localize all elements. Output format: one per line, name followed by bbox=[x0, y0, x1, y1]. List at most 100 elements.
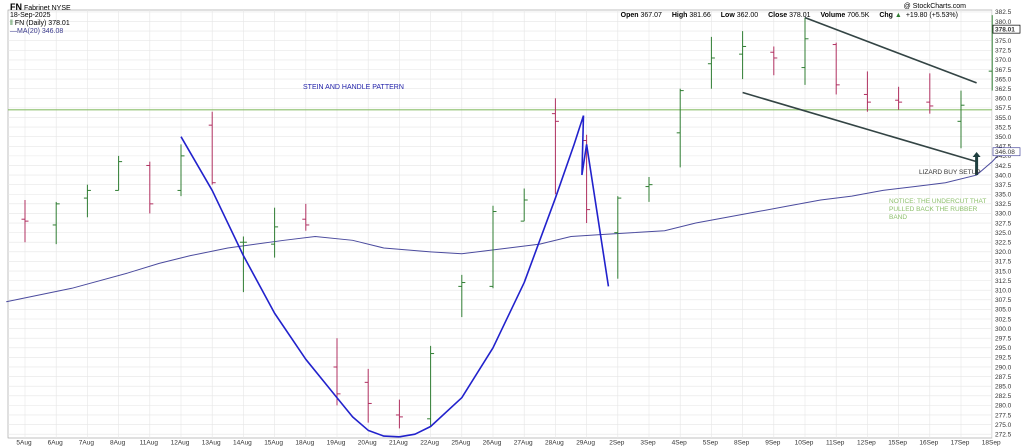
y-tick-label: 327.5 bbox=[995, 220, 1012, 227]
ohlc-bar bbox=[801, 17, 809, 85]
y-tick-label: 275.0 bbox=[995, 422, 1012, 429]
y-tick-label: 367.5 bbox=[995, 67, 1012, 74]
notice-line-2: PULLED BACK THE RUBBER bbox=[889, 206, 978, 213]
y-tick-label: 375.0 bbox=[995, 38, 1012, 45]
y-tick-label: 340.0 bbox=[995, 172, 1012, 179]
chart-grid bbox=[7, 9, 993, 439]
y-tick-label: 320.0 bbox=[995, 249, 1012, 256]
open-label: Open bbox=[620, 12, 639, 19]
y-tick-label: 285.0 bbox=[995, 383, 1012, 390]
series-legend: ‖ FN (Daily) 378.01 bbox=[10, 20, 70, 28]
ohlc-bar bbox=[645, 176, 653, 202]
handle-line bbox=[581, 115, 610, 287]
ohlc-bar bbox=[83, 184, 91, 218]
pattern-drawings bbox=[180, 16, 981, 438]
notice-annotation: NOTICE: THE UNDERCUT THAT PULLED BACK TH… bbox=[889, 198, 986, 222]
chg-arrow-icon: ▲ bbox=[894, 12, 902, 19]
ohlc-bar bbox=[395, 399, 403, 429]
ma20-path bbox=[6, 151, 1002, 303]
plot-frame bbox=[7, 9, 993, 439]
y-tick-label: 295.0 bbox=[995, 345, 1012, 352]
symbol-header: FN Fabrinet NYSE bbox=[10, 3, 71, 13]
last-price-tag bbox=[992, 24, 1021, 34]
x-tick-label: 5Sep bbox=[703, 440, 719, 446]
ohlc-bar bbox=[551, 98, 559, 195]
y-tick-label: 370.0 bbox=[995, 57, 1012, 64]
open-value: 367.07 bbox=[640, 12, 662, 19]
trendline-upper bbox=[804, 16, 977, 84]
x-tick-label: 9Sep bbox=[765, 440, 781, 446]
buy-arrow-icon bbox=[972, 152, 981, 176]
y-tick-label: 322.5 bbox=[995, 240, 1012, 247]
y-tick-label: 355.0 bbox=[995, 115, 1012, 122]
x-tick-label: 10Sep bbox=[795, 440, 814, 446]
volume-label: Volume bbox=[820, 12, 846, 19]
x-tick-label: 16Sep bbox=[919, 440, 938, 446]
volume-value: 706.5K bbox=[847, 12, 870, 19]
trendline-lower bbox=[742, 91, 977, 163]
last-price-label: 378.01 bbox=[995, 27, 1015, 34]
y-tick-label: 365.0 bbox=[995, 76, 1012, 83]
notice-line-3: BAND bbox=[889, 214, 908, 221]
ma-value-label: 346.08 bbox=[995, 149, 1015, 156]
x-tick-label: 17Sep bbox=[951, 440, 970, 446]
ohlc-bar bbox=[895, 86, 903, 110]
ohlc-bar bbox=[614, 196, 622, 279]
x-tick-label: 19Aug bbox=[327, 440, 346, 446]
low-label: Low bbox=[720, 12, 735, 19]
x-tick-label: 12Aug bbox=[171, 440, 190, 446]
y-tick-label: 297.5 bbox=[995, 335, 1012, 342]
chg-label: Chg bbox=[879, 12, 893, 19]
y-tick-label: 352.5 bbox=[995, 124, 1012, 131]
chg-value: +19.80 (+5.53%) bbox=[905, 12, 958, 19]
y-tick-label: 335.0 bbox=[995, 192, 1012, 199]
x-tick-label: 4Sep bbox=[672, 440, 688, 446]
high-label: High bbox=[671, 12, 688, 19]
low-value: 362.00 bbox=[736, 12, 759, 19]
x-tick-label: 6Aug bbox=[48, 440, 64, 446]
x-tick-label: 3Sep bbox=[640, 440, 656, 446]
y-tick-label: 277.5 bbox=[995, 412, 1012, 419]
notice-line-1: NOTICE: THE UNDERCUT THAT bbox=[889, 198, 987, 205]
x-tick-label: 7Aug bbox=[79, 440, 95, 446]
ohlc-bar bbox=[739, 31, 747, 80]
x-tick-label: 25Aug bbox=[451, 440, 470, 446]
x-tick-label: 29Aug bbox=[576, 440, 595, 446]
x-tick-label: 14Aug bbox=[233, 440, 252, 446]
close-label: Close bbox=[768, 12, 788, 19]
x-tick-label: 20Aug bbox=[358, 440, 377, 446]
ohlc-bar bbox=[302, 203, 310, 231]
x-tick-label: 11Aug bbox=[140, 440, 159, 446]
ohlc-bar bbox=[271, 207, 279, 258]
ohlc-bar bbox=[364, 368, 372, 423]
ma-legend-icon: — bbox=[10, 28, 17, 35]
company-name: Fabrinet bbox=[23, 5, 50, 12]
y-tick-label: 272.5 bbox=[995, 431, 1012, 438]
ohlc-legend-icon: ‖ bbox=[10, 20, 13, 27]
ohlc-bar bbox=[146, 161, 154, 214]
ohlc-bar bbox=[52, 201, 60, 245]
ohlc-bar bbox=[208, 111, 216, 185]
pattern-annotation: STEIN AND HANDLE PATTERN bbox=[303, 84, 404, 91]
ohlc-bars bbox=[21, 15, 996, 429]
y-tick-label: 305.0 bbox=[995, 307, 1012, 314]
x-tick-label: 13Aug bbox=[202, 440, 221, 446]
y-tick-label: 345.0 bbox=[995, 153, 1012, 160]
ohlc-bar bbox=[489, 205, 497, 289]
lizard-annotation: LIZARD BUY SETUP bbox=[919, 169, 981, 176]
source-credit: @ StockCharts.com bbox=[903, 3, 966, 10]
ohlc-summary: Open 367.07 High 381.66 Low 362.00 Close… bbox=[621, 12, 966, 20]
x-tick-label: 5Aug bbox=[16, 440, 32, 446]
x-tick-label: 21Aug bbox=[389, 440, 408, 446]
y-tick-label: 382.5 bbox=[995, 9, 1012, 16]
y-tick-label: 307.5 bbox=[995, 297, 1012, 304]
x-tick-label: 28Aug bbox=[545, 440, 564, 446]
ma20-line bbox=[6, 151, 1002, 303]
x-tick-label: 18Sep bbox=[982, 440, 1001, 446]
ohlc-bar bbox=[427, 345, 435, 427]
y-tick-label: 282.5 bbox=[995, 393, 1012, 400]
y-tick-label: 290.0 bbox=[995, 364, 1012, 371]
high-value: 381.66 bbox=[689, 12, 711, 19]
x-tick-label: 27Aug bbox=[514, 440, 533, 446]
